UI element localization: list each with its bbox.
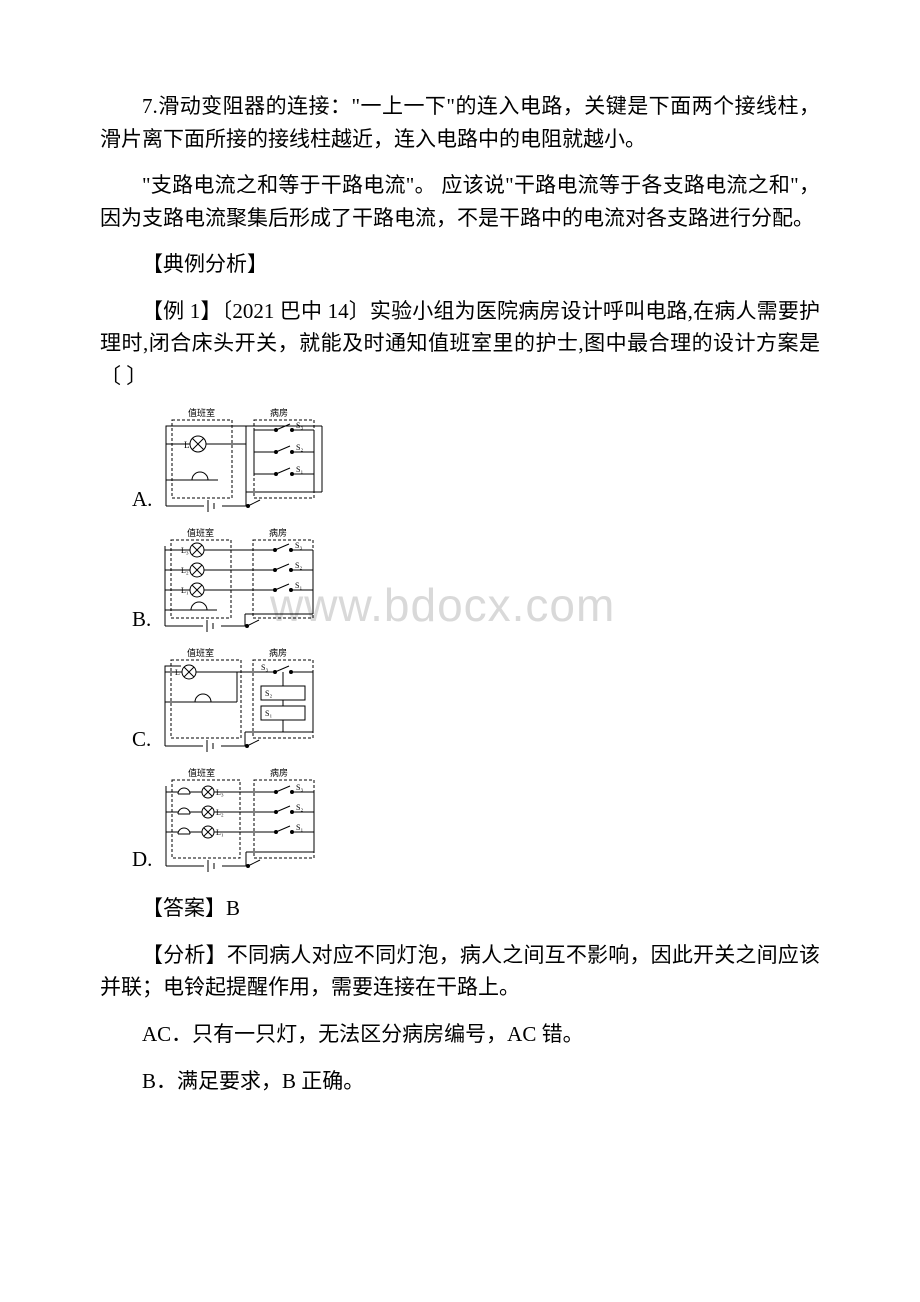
circuit-c-icon: 值班室 病房 L S₃ S₂ (157, 646, 327, 758)
svg-text:S₁: S₁ (265, 709, 272, 718)
svg-text:S₁: S₁ (295, 581, 302, 590)
svg-text:S₁: S₁ (296, 465, 303, 474)
svg-text:S₃: S₃ (295, 541, 302, 550)
option-d-row: D. 值班室 病房 L₃ L₂ (132, 766, 820, 878)
option-a-label: A. (132, 487, 152, 512)
circuit-a-icon: 值班室 病房 L (158, 406, 328, 518)
option-b-row: B. 值班室 病房 L₃ L₂ L₁ (132, 526, 820, 638)
analysis-b: B．满足要求，B 正确。 (100, 1065, 820, 1098)
svg-text:S₃: S₃ (296, 783, 303, 792)
svg-text:S₂: S₂ (295, 561, 302, 570)
svg-text:S₂: S₂ (296, 443, 303, 452)
svg-text:S₂: S₂ (265, 689, 272, 698)
option-d-label: D. (132, 847, 152, 872)
svg-text:值班室: 值班室 (187, 527, 214, 538)
svg-text:S₃: S₃ (261, 663, 268, 672)
svg-text:病房: 病房 (269, 647, 287, 658)
answer-line: 【答案】B (100, 892, 820, 925)
label-room-left: 值班室 (188, 407, 215, 418)
option-b-label: B. (132, 607, 151, 632)
svg-text:S₁: S₁ (296, 823, 303, 832)
option-a-row: A. 值班室 病房 L (132, 406, 820, 518)
svg-text:病房: 病房 (270, 767, 288, 778)
paragraph-branch-current: "支路电流之和等于干路电流"。 应该说"干路电流等于各支路电流之和"，因为支路电… (100, 169, 820, 234)
svg-text:值班室: 值班室 (188, 767, 215, 778)
circuit-d-icon: 值班室 病房 L₃ L₂ (158, 766, 328, 878)
option-c-row: C. 值班室 病房 L (132, 646, 820, 758)
svg-text:S₂: S₂ (296, 803, 303, 812)
label-room-right: 病房 (270, 407, 288, 418)
paragraph-rheostat: 7.滑动变阻器的连接："一上一下"的连入电路，关键是下面两个接线柱，滑片离下面所… (100, 90, 820, 155)
options-block: A. 值班室 病房 L (132, 406, 820, 878)
analysis-paragraph: 【分析】不同病人对应不同灯泡，病人之间互不影响，因此开关之间应该并联；电铃起提醒… (100, 939, 820, 1004)
circuit-b-icon: 值班室 病房 L₃ L₂ L₁ (157, 526, 327, 638)
svg-text:L: L (184, 440, 190, 450)
heading-example-analysis: 【典例分析】 (100, 248, 820, 281)
option-c-label: C. (132, 727, 151, 752)
svg-text:值班室: 值班室 (187, 647, 214, 658)
analysis-ac: AC．只有一只灯，无法区分病房编号，AC 错。 (100, 1018, 820, 1051)
svg-text:S₃: S₃ (296, 421, 303, 430)
svg-text:病房: 病房 (269, 527, 287, 538)
paragraph-example-1: 【例 1】〔2021 巴中 14〕实验小组为医院病房设计呼叫电路,在病人需要护理… (100, 295, 820, 393)
